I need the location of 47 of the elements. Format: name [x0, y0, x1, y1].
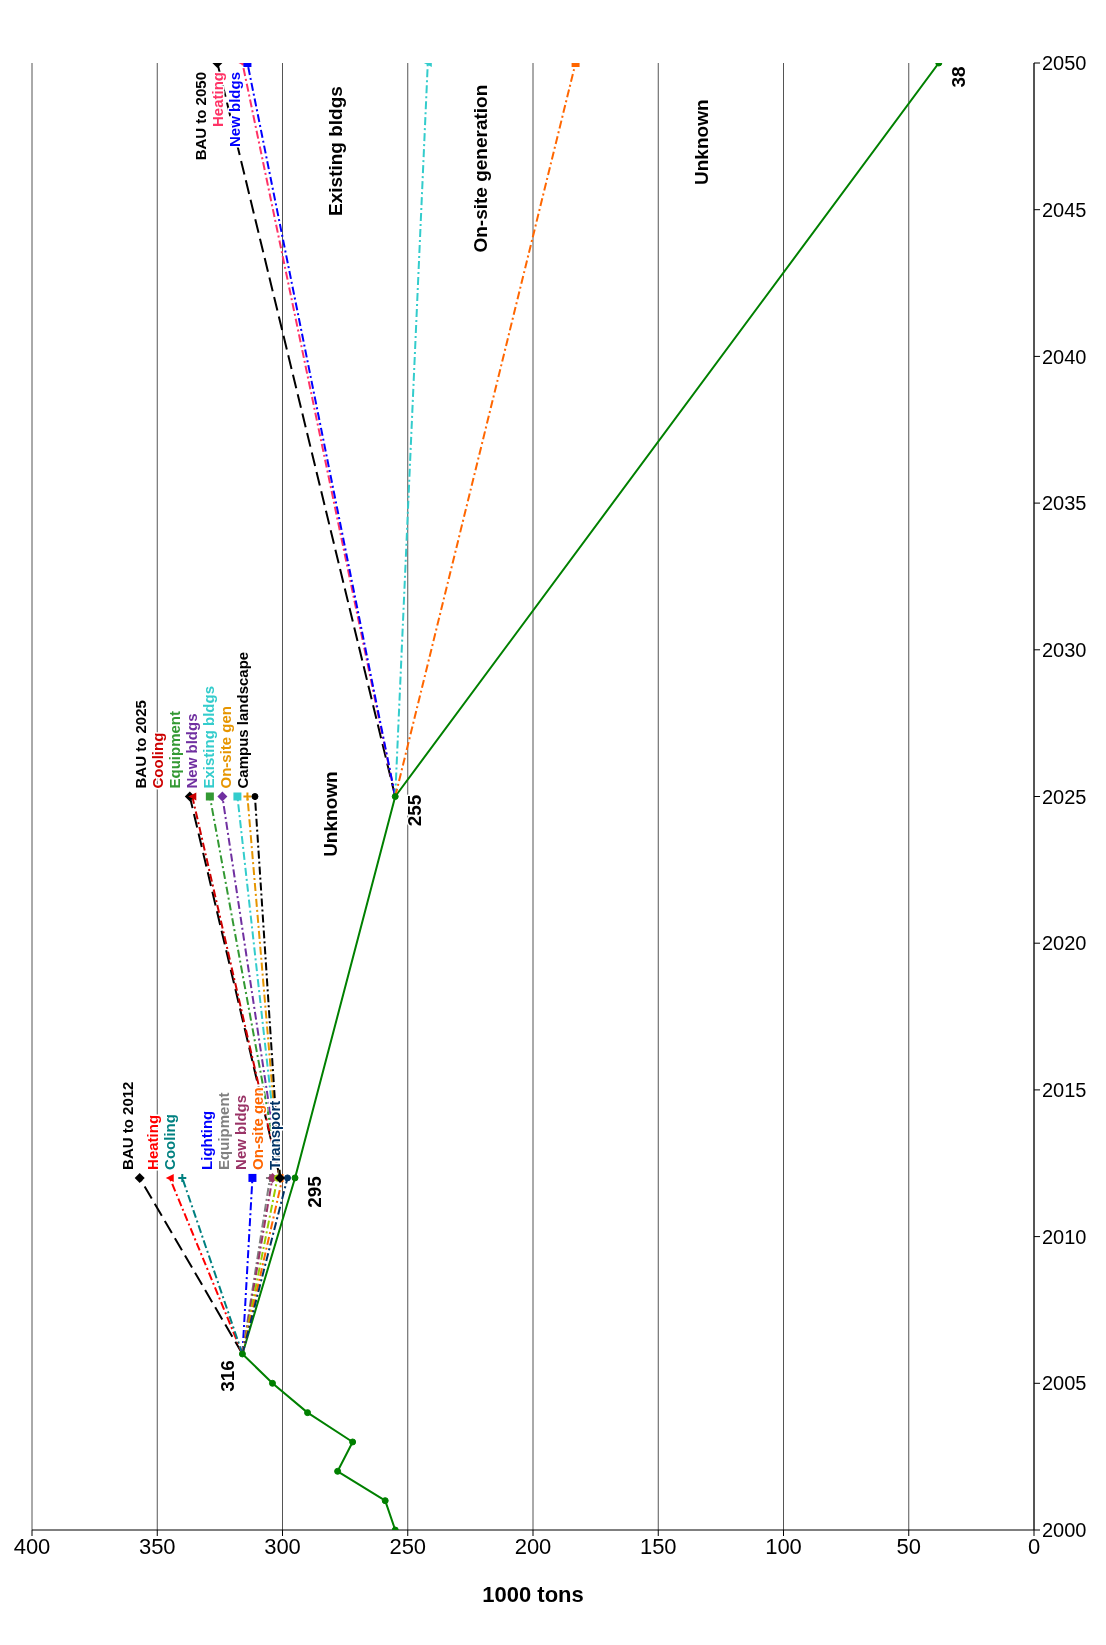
y-tick-label: 2020 [1042, 932, 1087, 955]
text: Cooling [161, 1114, 179, 1170]
text: On-site gen [249, 1087, 267, 1170]
annotation: On-site generation [470, 84, 492, 253]
text: Heating [209, 72, 227, 128]
text: BAU to 2012 [118, 1081, 136, 1170]
x-tick-label: 250 [389, 1533, 427, 1559]
text: Equipment [165, 711, 183, 789]
x-tick-label: 400 [13, 1533, 51, 1559]
y-tick-label: 2035 [1042, 492, 1087, 515]
x-tick-label: 150 [639, 1533, 677, 1559]
text: Transport [266, 1100, 284, 1170]
y-tick-label: 2010 [1042, 1225, 1087, 1248]
annotation: Unknown [320, 771, 342, 857]
x-tick-label: 100 [765, 1533, 802, 1559]
annotation: Unknown [690, 99, 712, 185]
y-tick-label: 2040 [1042, 345, 1087, 368]
x-axis-title: 1000 tons [482, 1582, 584, 1607]
text: On-site gen [216, 705, 234, 789]
text: New bldgs [232, 1094, 250, 1170]
text: BAU to 2050 [192, 72, 210, 161]
x-tick-label: 0 [1027, 1533, 1041, 1559]
y-tick-label: 2025 [1042, 785, 1087, 808]
x-tick-label: 200 [514, 1533, 552, 1559]
y-tick-label: 2050 [1042, 52, 1087, 75]
text: Equipment [215, 1092, 233, 1170]
annotation: 316 [217, 1360, 239, 1392]
annotation: 295 [304, 1175, 326, 1208]
text: Lighting [198, 1110, 216, 1170]
text: Campus landscape [233, 651, 251, 789]
text: New bldgs [226, 72, 244, 148]
annotation: Existing bldgs [325, 86, 347, 216]
annotation: 255 [404, 794, 426, 827]
y-tick-label: 2005 [1042, 1372, 1087, 1395]
y-tick-label: 2045 [1042, 198, 1087, 221]
text: Existing bldgs [199, 685, 217, 789]
y-tick-label: 2015 [1042, 1079, 1087, 1101]
text: Heating [144, 1114, 162, 1170]
text: BAU to 2025 [131, 700, 149, 789]
x-tick-label: 300 [264, 1533, 301, 1559]
x-tick-label: 350 [138, 1533, 176, 1559]
text: New bldgs [182, 713, 200, 789]
text: Cooling [148, 732, 166, 789]
y-tick-label: 2030 [1042, 638, 1087, 661]
x-tick-label: 50 [896, 1533, 921, 1559]
annotation: 38 [947, 66, 969, 88]
y-tick-label: 2000 [1042, 1519, 1087, 1542]
